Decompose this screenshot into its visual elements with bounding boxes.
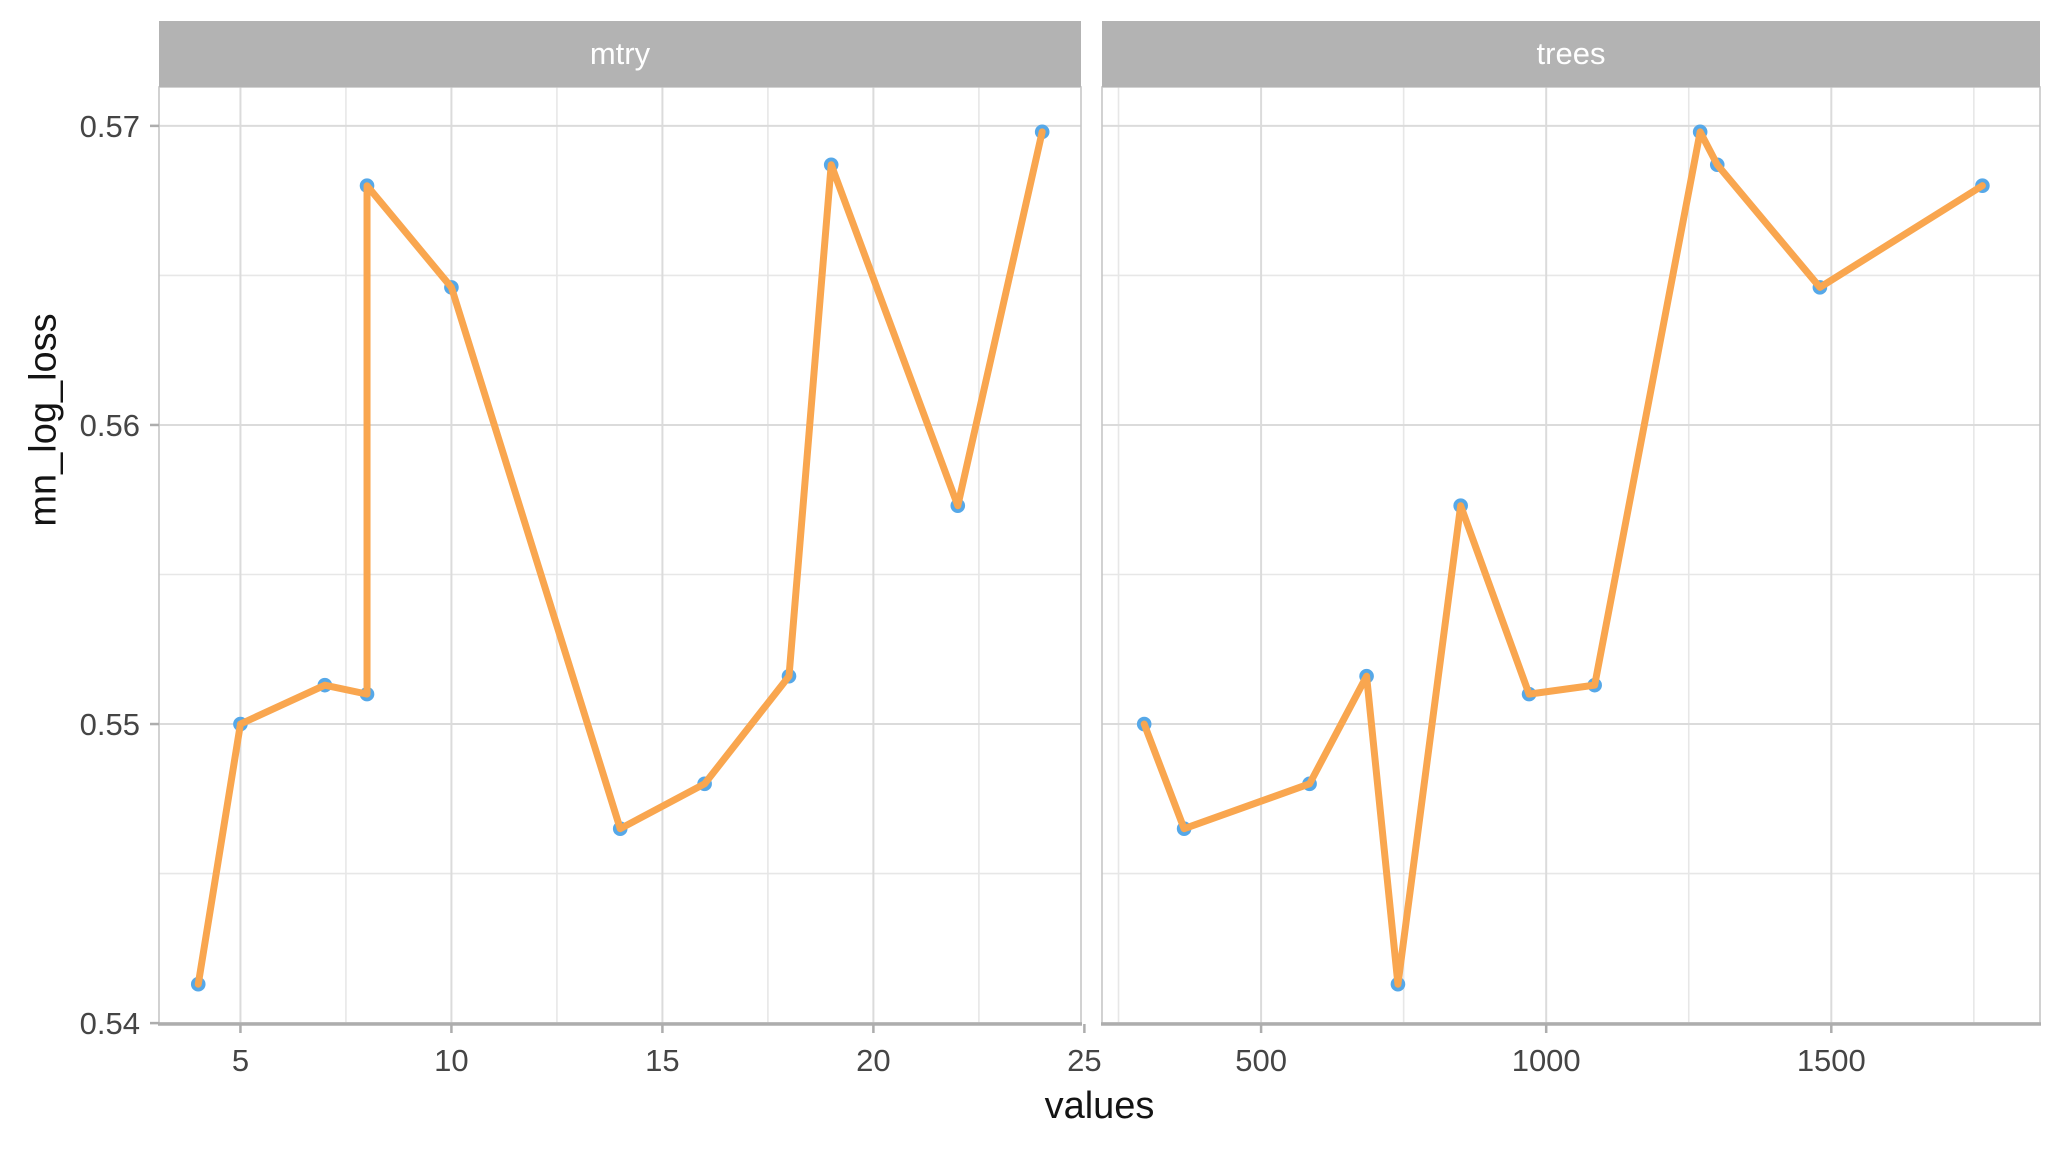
x-tick-label: 20 <box>856 1043 890 1078</box>
y-tick-label: 0.55 <box>80 707 140 742</box>
y-tick-label: 0.57 <box>80 109 140 144</box>
y-axis-title: mn_log_loss <box>22 313 65 527</box>
y-tick-label: 0.56 <box>80 408 140 443</box>
facet-strip <box>1102 21 2040 87</box>
panel-border <box>158 86 1082 1025</box>
series-line <box>1140 128 1986 988</box>
panel-trees: trees 500 1000 1500 <box>1101 21 2041 1078</box>
x-tick-label: 5 <box>232 1043 249 1078</box>
series-line <box>194 128 1046 988</box>
facet-strip-label: mtry <box>590 36 651 71</box>
panel-mtry: mtry 5 10 15 20 25 <box>158 21 1102 1078</box>
x-tick-label: 1500 <box>1797 1043 1866 1078</box>
x-axis-title: values <box>1044 1085 1155 1127</box>
x-tick-label: 1000 <box>1512 1043 1581 1078</box>
x-tick-label: 25 <box>1067 1043 1101 1078</box>
y-tick-label: 0.54 <box>80 1006 140 1041</box>
x-tick-label: 10 <box>434 1043 468 1078</box>
x-tick-label: 500 <box>1235 1043 1287 1078</box>
panel-border <box>1101 86 2041 1025</box>
x-tick-label: 15 <box>645 1043 679 1078</box>
facet-strip-label: trees <box>1537 36 1606 71</box>
facet-strip <box>159 21 1081 87</box>
